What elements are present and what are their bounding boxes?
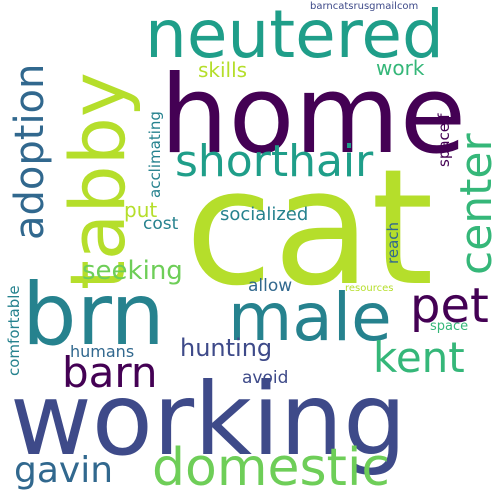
word-avoid: avoid <box>242 368 289 388</box>
word-cost: cost <box>143 214 179 234</box>
word-comfortable: comfortable <box>5 285 23 376</box>
word-home: home <box>160 53 467 178</box>
word-work: work <box>376 56 425 80</box>
word-put: put <box>124 198 158 222</box>
word-kent: kent <box>373 333 465 382</box>
word-barn: barn <box>62 348 158 397</box>
word-neutered: neutered <box>145 0 444 73</box>
word-adoption: adoption <box>7 63 53 240</box>
word-acclimating: acclimating <box>146 111 164 198</box>
word-reach: reach <box>384 221 402 264</box>
word-barncatsrusgmailcom: barncatsrusgmailcom <box>310 1 419 12</box>
word-seeking: seeking <box>82 256 183 286</box>
word-domestic: domestic <box>152 438 390 498</box>
word-resources: resources <box>345 283 394 294</box>
word-working: working <box>10 361 407 478</box>
word-gavin: gavin <box>14 450 114 491</box>
word-brn: brn <box>22 265 165 365</box>
word-hunting: hunting <box>180 334 273 362</box>
word-allow: allow <box>248 276 293 296</box>
word-spaceif: spaceif <box>435 113 453 167</box>
word-pet: pet <box>410 278 489 334</box>
word-male: male <box>228 279 392 356</box>
word-cat: cat <box>185 134 434 321</box>
word-skills: skills <box>198 58 248 82</box>
word-shorthair: shorthair <box>175 136 374 187</box>
word-space: space <box>430 319 469 334</box>
word-humans: humans <box>70 342 135 361</box>
word-center: center <box>451 133 500 275</box>
word-socialized: socialized <box>220 204 309 225</box>
